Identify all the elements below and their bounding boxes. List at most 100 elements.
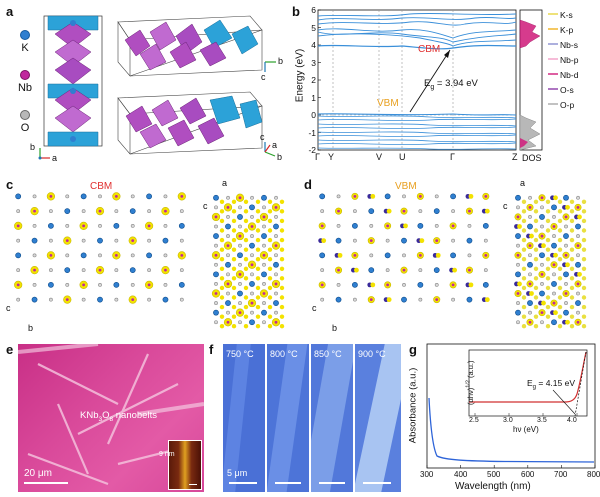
axes-indicator-lower xyxy=(264,142,276,157)
o-atom xyxy=(16,209,21,214)
o-atom xyxy=(320,268,325,273)
density-lobe xyxy=(243,228,249,233)
k-atom xyxy=(31,237,38,244)
o-atom xyxy=(16,297,21,302)
nb-atom xyxy=(468,209,471,213)
nb-atom xyxy=(238,311,242,315)
o-atom xyxy=(540,205,544,210)
nb-atom xyxy=(226,205,230,209)
legend-nb-d: Nb-d xyxy=(560,70,579,80)
o-atom xyxy=(336,194,341,199)
k-atom xyxy=(15,252,22,259)
density-lobe xyxy=(267,257,273,262)
density-lobe xyxy=(267,266,273,271)
nb-atom-label: Nb xyxy=(17,82,33,94)
density-lobe xyxy=(255,324,261,329)
o-atom xyxy=(576,195,580,200)
density-lobe xyxy=(533,237,539,243)
o-atom xyxy=(564,301,568,305)
panel-d: d VBM c b a c xyxy=(300,175,600,335)
density-lobe xyxy=(231,257,237,262)
nb-atom xyxy=(147,224,151,228)
density-lobe xyxy=(243,199,249,204)
absorbance-plot xyxy=(426,343,596,469)
k-atom xyxy=(80,252,87,259)
density-lobe xyxy=(231,314,237,319)
nb-atom xyxy=(528,205,532,209)
k-atom xyxy=(129,208,136,215)
density-lobe xyxy=(533,228,539,233)
density-lobe xyxy=(545,266,551,271)
o-atom xyxy=(250,215,254,219)
k-atom xyxy=(162,237,169,244)
o-atom xyxy=(226,291,230,296)
density-lobe xyxy=(267,218,273,224)
k-atom xyxy=(563,233,569,239)
density-lobe xyxy=(581,266,587,271)
density-lobe xyxy=(569,247,575,252)
absorbance-curve xyxy=(428,397,595,463)
o-atom xyxy=(576,253,580,258)
density-lobe xyxy=(267,199,273,204)
density-lobe xyxy=(521,237,527,243)
axis-b-left: b xyxy=(30,142,36,152)
density-lobe xyxy=(279,295,285,300)
density-lobe xyxy=(243,285,249,291)
nb-atom xyxy=(274,282,278,286)
k-atom xyxy=(273,300,279,306)
density-lobe xyxy=(557,276,563,281)
density-lobe xyxy=(279,314,285,319)
density-lobe xyxy=(529,233,534,239)
nb-atom xyxy=(484,194,488,198)
density-lobe xyxy=(243,324,249,329)
nb-atom xyxy=(16,224,20,228)
o-atom xyxy=(467,253,472,258)
o-atom xyxy=(540,320,544,325)
density-lobe xyxy=(219,276,225,281)
o-atom xyxy=(540,224,544,229)
density-lobe xyxy=(581,314,587,319)
axes-indicator-left xyxy=(38,148,50,160)
o-atom xyxy=(226,215,230,219)
o-atom xyxy=(564,224,568,229)
density-lobe xyxy=(484,208,490,214)
o-atom xyxy=(434,194,439,199)
nb-atom xyxy=(226,244,230,248)
density-lobe xyxy=(581,304,587,310)
k-atom xyxy=(563,309,569,316)
o-atom xyxy=(483,268,488,273)
density-lobe xyxy=(255,304,261,310)
vbm-charge-density-left xyxy=(318,192,490,304)
temp-label-900: 900 °C xyxy=(358,349,386,359)
vbm-label: VBM xyxy=(377,98,399,109)
k-atom xyxy=(352,281,358,288)
density-lobe xyxy=(557,228,563,233)
density-lobe xyxy=(553,310,558,316)
o-atom xyxy=(552,291,556,296)
afm-inset: 9 nm xyxy=(159,440,202,490)
density-lobe xyxy=(267,295,273,300)
o-atom xyxy=(163,223,168,228)
k-atom xyxy=(515,271,521,278)
o-atom xyxy=(238,282,242,286)
k-atom xyxy=(249,281,255,287)
panel-label-d: d xyxy=(304,177,312,192)
legend-k-p: K-p xyxy=(560,25,574,35)
k-atom xyxy=(146,193,152,200)
density-lobe xyxy=(279,218,285,224)
o-atom xyxy=(451,209,455,214)
o-atom xyxy=(528,253,532,258)
c-axis-c: c xyxy=(6,303,11,313)
nb-atom xyxy=(576,282,580,286)
density-lobe xyxy=(219,324,225,329)
atom-legend: K Nb O xyxy=(8,30,42,134)
k-atom xyxy=(80,193,87,200)
optical-scalebar-4 xyxy=(363,482,391,484)
density-lobe xyxy=(533,276,539,281)
density-lobe xyxy=(545,324,551,329)
o-atom xyxy=(65,194,70,199)
o-atom xyxy=(402,282,406,287)
panel-b: b xyxy=(290,0,600,172)
nb-atom xyxy=(65,239,69,243)
o-atom xyxy=(516,320,520,325)
